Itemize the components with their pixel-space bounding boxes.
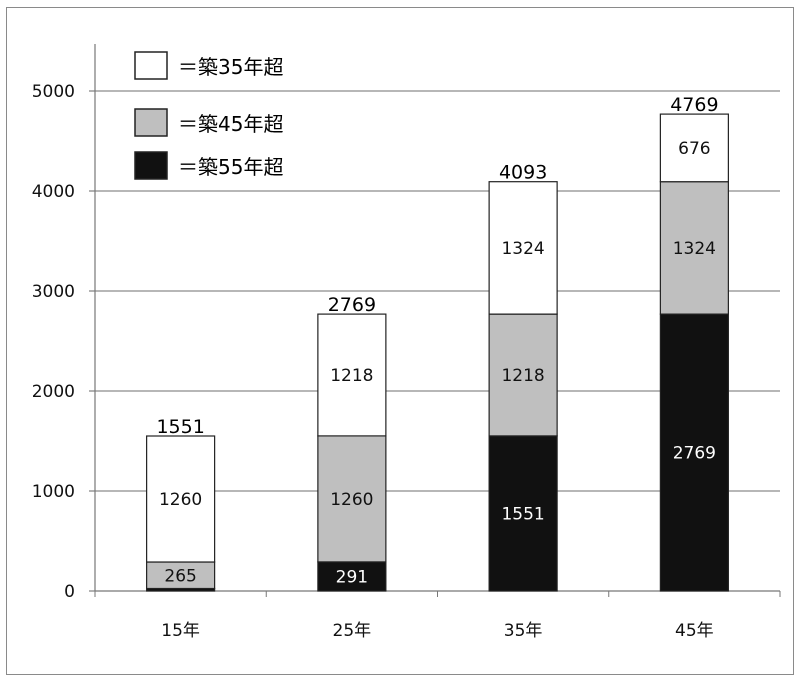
data-label: 1260 [159,490,202,510]
data-label: 1324 [501,239,544,259]
bar-segment [317,561,387,592]
data-label: 291 [336,567,368,587]
bars: 265 1260 1551 291 1260 1218 2769 1551 1218 1324 40… [146,94,729,592]
data-label: 1218 [501,366,544,386]
data-label: 676 [678,139,710,159]
bar-segment [659,181,729,315]
legend-swatch [134,151,168,180]
total-label: 4093 [499,162,547,184]
y-tick-label: 0 [64,582,75,602]
x-category-label: 35年 [504,621,543,641]
total-label: 4769 [670,94,718,116]
y-tick-label: 2000 [32,382,75,402]
legend-label: ＝築55年超 [178,155,283,179]
data-label: 1218 [330,366,373,386]
data-label: 1324 [673,239,716,259]
bar-segment [488,435,558,592]
bar-segment [659,313,729,592]
bar-segment [659,113,729,183]
x-category-label: 45年 [675,621,714,641]
bar-segment [488,181,558,315]
total-label: 2769 [328,294,376,316]
legend-label: ＝築45年超 [178,112,283,136]
bar-segment [146,561,216,590]
legend: ＝築35年超 ＝築45年超 ＝築55年超 [134,51,283,180]
x-category-label: 15年 [161,621,200,641]
legend-label: ＝築35年超 [178,55,283,79]
axes: 0 1000 2000 3000 4000 5000 15年 25年 35年 45年 [32,44,781,641]
y-tick-label: 5000 [32,82,75,102]
y-tick-label: 1000 [32,482,75,502]
data-label: 1551 [501,504,544,524]
x-category-label: 25年 [333,621,372,641]
legend-swatch [134,51,168,80]
total-label: 1551 [156,416,204,438]
data-label: 2769 [673,444,716,464]
data-label: 265 [164,566,196,586]
bar-segment [146,435,216,563]
legend-swatch [134,108,168,137]
data-label: 1260 [330,490,373,510]
bar-segment [488,313,558,437]
y-tick-label: 3000 [32,282,75,302]
bar-segment [317,435,387,563]
bar-segment [317,313,387,437]
y-tick-label: 4000 [32,182,75,202]
